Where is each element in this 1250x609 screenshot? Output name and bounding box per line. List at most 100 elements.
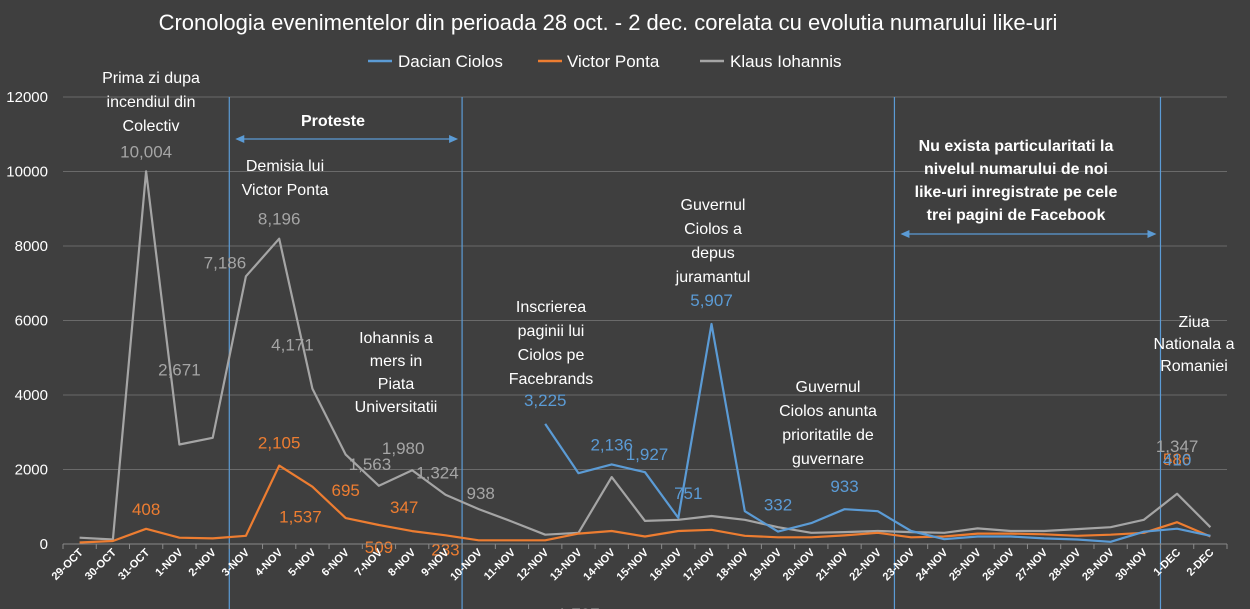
ann-juramant-line: Guvernul <box>681 197 746 214</box>
data-label-klaus: 4,171 <box>271 336 314 355</box>
x-tick-label: 29-NOV <box>1080 546 1117 583</box>
data-label-victor: 509 <box>365 538 393 557</box>
data-label-victor: 347 <box>390 498 418 517</box>
ann-particularitati-line: Nu exista particularitati la <box>919 138 1114 155</box>
data-label-klaus: 1,324 <box>416 464 459 483</box>
x-tick-label: 15-NOV <box>615 546 652 583</box>
data-label-victor: 2,105 <box>258 434 301 453</box>
data-label-dacian: 3,225 <box>524 391 567 410</box>
x-tick-label: 6-NOV <box>320 546 353 579</box>
y-tick-label: 0 <box>40 536 48 553</box>
y-tick-label: 2000 <box>15 462 48 479</box>
data-label-klaus: 2,671 <box>158 361 201 380</box>
y-tick-label: 10000 <box>6 164 48 181</box>
ann-facebrands-line: Inscrierea <box>516 299 586 316</box>
arrow-proteste-head-right <box>449 135 459 143</box>
x-tick-label: 18-NOV <box>714 546 751 583</box>
ann-particularitati-line: nivelul numarului de noi <box>924 161 1108 178</box>
arrow-particularitati-head-left <box>900 230 910 238</box>
series-line-klaus <box>79 170 1212 541</box>
ann-facebrands: Inscrierea paginii lui Ciolos pe Facebrands <box>509 299 594 388</box>
ann-ziua-nationala-line: Nationala a <box>1154 336 1235 353</box>
data-label-dacian: 933 <box>830 477 858 496</box>
x-tick-label: 2-NOV <box>187 546 220 579</box>
x-tick-label: 1-NOV <box>153 546 186 579</box>
x-tick-label: 23-NOV <box>881 546 918 583</box>
ann-demisia-line: Victor Ponta <box>242 182 329 199</box>
ann-proteste: Proteste <box>301 113 365 130</box>
x-tick-label: 11-NOV <box>482 546 519 583</box>
ann-demisia: Demisia lui Victor Ponta <box>242 158 329 199</box>
ann-prioritati-line: guvernare <box>792 451 864 468</box>
ann-prioritati: Guvernul Ciolos anunta prioritatile de guve… <box>779 379 877 468</box>
x-tick-label: 1-DEC <box>1151 547 1183 579</box>
ann-iohannis-line: mers in <box>370 353 422 370</box>
data-label-klaus: 1,563 <box>349 455 392 474</box>
x-tick-label: 26-NOV <box>980 546 1017 583</box>
x-tick-label: 13-NOV <box>548 546 585 583</box>
x-tick-label: 29-OCT <box>50 546 86 582</box>
data-label-klaus: 1,347 <box>1156 437 1199 456</box>
series-lines <box>79 170 1212 544</box>
arrow-proteste <box>235 135 459 143</box>
data-label-klaus: 7,186 <box>204 253 247 272</box>
legend: Dacian Ciolos Victor Ponta Klaus Iohanni… <box>368 52 842 71</box>
x-tick-label: 20-NOV <box>781 546 818 583</box>
annotations: Prima zi dupa incendiul din Colectiv Protes… <box>102 70 1234 468</box>
data-label-klaus: 938 <box>467 484 495 503</box>
ann-particularitati-line: trei pagini de Facebook <box>927 207 1106 224</box>
ann-prioritati-line: Guvernul <box>796 379 861 396</box>
x-tick-label: 17-NOV <box>681 546 718 583</box>
legend-label-victor: Victor Ponta <box>567 52 660 71</box>
ann-colectiv-line: Prima zi dupa <box>102 70 200 87</box>
ann-prioritati-line: Ciolos anunta <box>779 403 877 420</box>
x-tick-label: 19-NOV <box>748 546 785 583</box>
event-markers <box>228 97 1162 609</box>
y-tick-label: 6000 <box>15 313 48 330</box>
y-tick-label: 8000 <box>15 238 48 255</box>
data-label-dacian: 1,927 <box>626 445 669 464</box>
ann-particularitati-line: like-uri inregistrate pe cele <box>915 184 1118 201</box>
data-label-victor: 1,537 <box>279 508 322 527</box>
legend-label-dacian: Dacian Ciolos <box>398 52 503 71</box>
arrow-particularitati <box>900 230 1157 238</box>
ann-ziua-nationala-line: Romaniei <box>1160 358 1228 375</box>
series-line-dacian <box>544 322 1211 543</box>
data-label-klaus: 10,004 <box>120 142 172 161</box>
x-tick-label: 25-NOV <box>947 546 984 583</box>
arrow-particularitati-head-right <box>1147 230 1157 238</box>
ann-facebrands-line: Facebrands <box>509 371 594 388</box>
ann-facebrands-line: paginii lui <box>518 323 585 340</box>
chart-title: Cronologia evenimentelor din perioada 28… <box>159 10 1058 35</box>
x-tick-label: 14-NOV <box>581 546 618 583</box>
x-tick-label: 30-NOV <box>1113 546 1150 583</box>
ann-proteste-line: Proteste <box>301 113 365 130</box>
ann-colectiv: Prima zi dupa incendiul din Colectiv <box>102 70 200 135</box>
ann-iohannis: Iohannis a mers in Piata Universitatii <box>355 330 438 416</box>
ann-juramant-line: Ciolos a <box>684 221 742 238</box>
data-label-klaus: 8,196 <box>258 210 301 229</box>
x-tick-label: 24-NOV <box>914 546 951 583</box>
data-label-victor: 586 <box>1163 450 1191 469</box>
x-tick-label: 5-NOV <box>286 546 319 579</box>
x-tick-label: 12-NOV <box>515 546 552 583</box>
x-tick-label: 3-NOV <box>220 546 253 579</box>
x-tick-label: 16-NOV <box>648 546 685 583</box>
data-label-dacian: 410 <box>1163 451 1191 470</box>
ann-ziua-nationala: Ziua Nationala a Romaniei <box>1154 314 1235 375</box>
y-tick-label: 4000 <box>15 387 48 404</box>
ann-juramant-line: juramantul <box>675 269 751 286</box>
ann-facebrands-line: Ciolos pe <box>518 347 585 364</box>
ann-iohannis-line: Universitatii <box>355 399 438 416</box>
ann-demisia-line: Demisia lui <box>246 158 324 175</box>
data-label-dacian: 2,136 <box>590 435 633 454</box>
series-line-victor <box>79 464 1211 544</box>
legend-label-klaus: Klaus Iohannis <box>730 52 842 71</box>
data-label-victor: 408 <box>132 500 160 519</box>
x-tick-label: 28-NOV <box>1047 546 1084 583</box>
x-tick-label: 27-NOV <box>1014 546 1051 583</box>
data-label-dacian: 332 <box>764 496 792 515</box>
ann-iohannis-line: Iohannis a <box>359 330 433 347</box>
